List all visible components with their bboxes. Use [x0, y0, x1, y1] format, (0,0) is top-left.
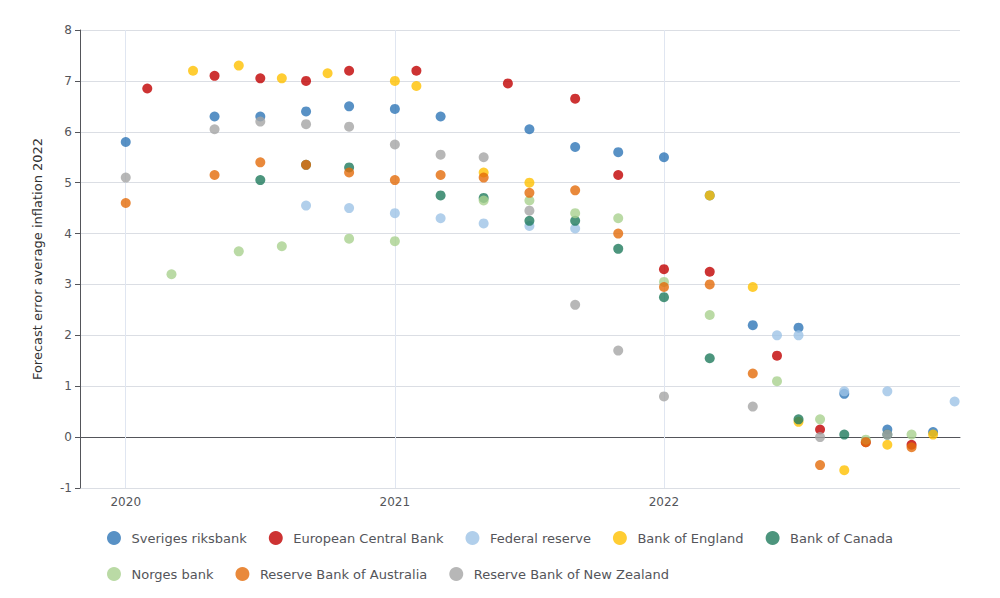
svg-text:2021: 2021	[380, 495, 411, 509]
svg-text:6: 6	[64, 125, 72, 139]
svg-text:Bank of England: Bank of England	[637, 531, 743, 546]
svg-text:1: 1	[64, 379, 72, 393]
svg-text:3: 3	[64, 277, 72, 291]
svg-text:2020: 2020	[110, 495, 141, 509]
svg-text:Bank of Canada: Bank of Canada	[790, 531, 893, 546]
svg-text:2: 2	[64, 328, 72, 342]
svg-text:4: 4	[64, 227, 72, 241]
svg-text:2022: 2022	[649, 495, 680, 509]
svg-text:5: 5	[64, 176, 72, 190]
svg-text:European Central Bank: European Central Bank	[293, 531, 444, 546]
svg-text:0: 0	[64, 430, 72, 444]
svg-text:Norges bank: Norges bank	[131, 567, 213, 582]
svg-text:Federal reserve: Federal reserve	[490, 531, 591, 546]
svg-text:Reserve Bank of Australia: Reserve Bank of Australia	[260, 567, 427, 582]
svg-text:Reserve Bank of New Zealand: Reserve Bank of New Zealand	[474, 567, 669, 582]
svg-text:Sveriges riksbank: Sveriges riksbank	[131, 531, 247, 546]
svg-text:-1: -1	[60, 481, 72, 495]
svg-text:8: 8	[64, 23, 72, 37]
svg-text:7: 7	[64, 74, 72, 88]
svg-text:Forecast error average inflati: Forecast error average inflation 2022	[30, 138, 45, 380]
